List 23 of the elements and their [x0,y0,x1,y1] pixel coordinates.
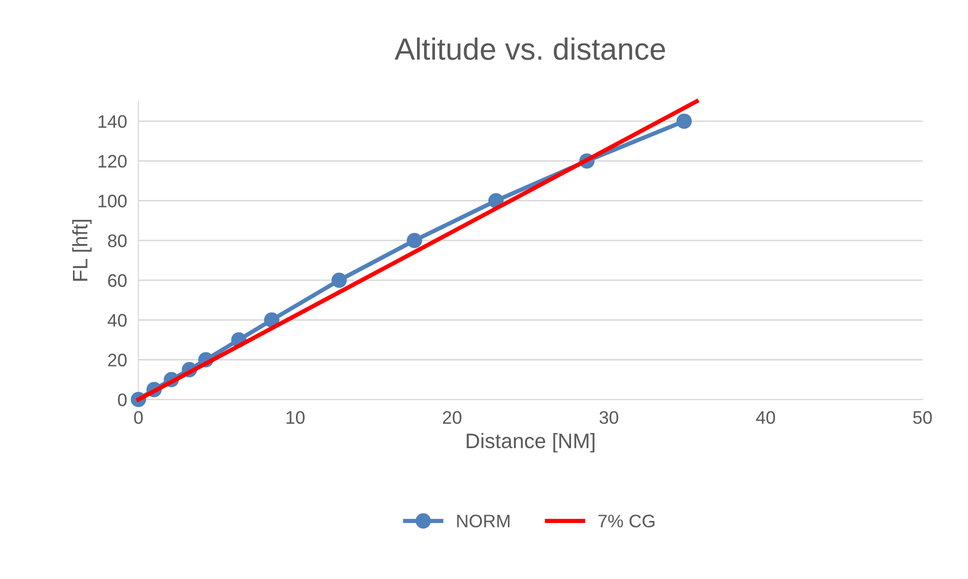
point [332,272,347,288]
y-axis-title: FL [hft] [72,220,92,281]
y-tick-label: 0 [118,393,127,406]
y-tick-label: 100 [98,194,127,208]
y-tick-label: 80 [108,234,127,248]
x-tick-label: 50 [913,411,932,424]
point [676,114,692,129]
y-tick-label: 60 [108,274,127,287]
x-tick-label: 10 [286,411,305,424]
x-tick-label: 30 [600,411,618,424]
x-axis-title: Distance [NM] [466,433,594,452]
point [406,232,422,248]
legend-label: NORM [457,514,510,528]
x-tick-label: 40 [756,411,776,424]
y-tick-label: 20 [108,354,127,366]
x-tick-label: 0 [134,411,143,424]
y-tick-label: 140 [98,115,127,128]
y-tick-label: 120 [98,154,127,168]
x-tick-label: 20 [442,411,462,424]
y-tick-label: 40 [108,314,127,327]
legend-label: 7% CG [598,514,654,528]
point [264,312,280,328]
chart-title: Altitude vs. distance [394,38,665,60]
